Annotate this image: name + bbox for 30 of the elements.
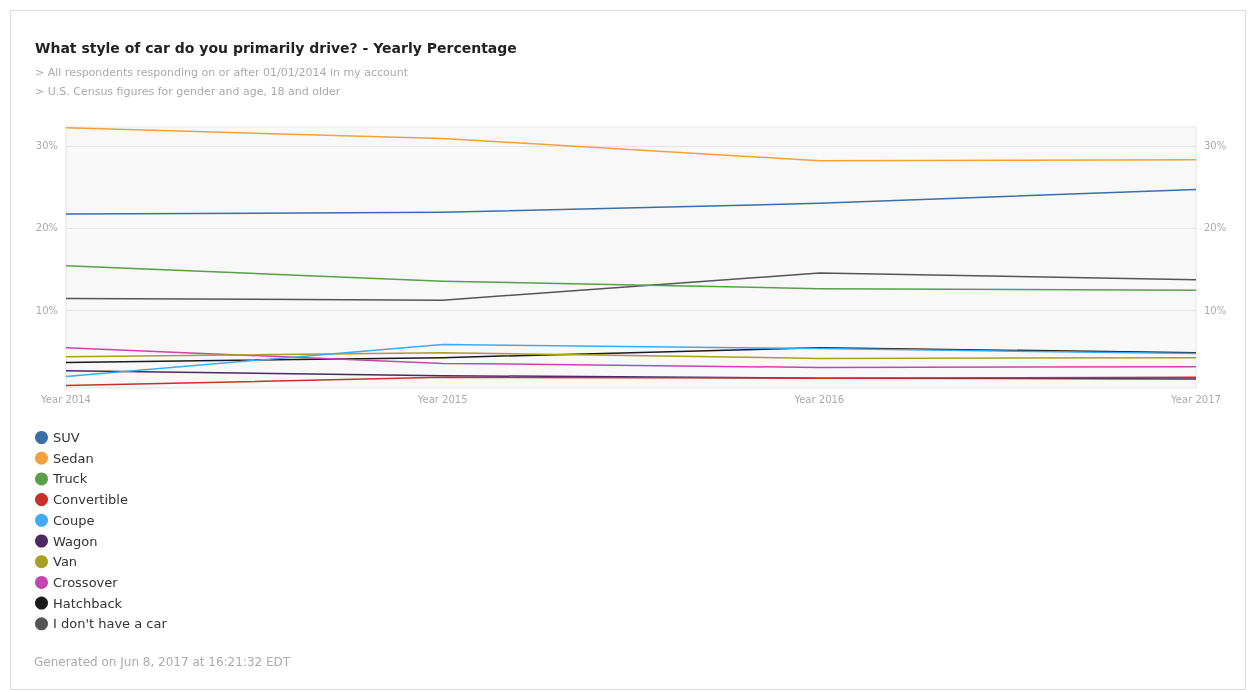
chart-subtitle: > All respondents responding on or after 01/01/2014 in my account > U.S. Census figures for gender and age, 18 and older	[35, 66, 409, 98]
y2-tick-label: 10%	[1204, 304, 1227, 316]
legend-label: I don't have a car	[53, 616, 168, 632]
line-series	[65, 343, 1197, 378]
y2-tick-label: 20%	[1204, 222, 1227, 234]
y-tick-label: 10%	[35, 304, 58, 316]
line-series	[65, 188, 1197, 215]
legend-label: SUV	[53, 430, 80, 445]
legend-label: Wagon	[53, 533, 98, 549]
legend-label: Convertible	[53, 492, 128, 508]
x-tick-label: Year 2015	[416, 393, 468, 405]
line-series	[65, 272, 1197, 301]
y2-tick-label: 30%	[1204, 140, 1227, 152]
legend-label: Van	[53, 554, 78, 570]
chart-title: What style of car do you primarily drive? - Yearly Percentage	[35, 40, 517, 56]
text: Generated on Jun 8, 2017 at 16:21:32 EDT	[34, 655, 291, 669]
legend-label: Sedan	[53, 450, 94, 466]
legend-label: Coupe	[53, 512, 95, 528]
legend-label: Truck	[52, 471, 88, 487]
x-tick-label: Year 2014	[40, 393, 91, 405]
legend-label: Hatchback	[53, 595, 123, 611]
x-tick-label: Year 2017	[1170, 393, 1221, 405]
legend-label: Crossover	[53, 574, 119, 590]
line-series	[65, 127, 1197, 162]
line-series	[65, 347, 1197, 364]
x-tick-label: Year 2016	[793, 393, 845, 405]
line-series	[65, 264, 1197, 292]
line-series	[65, 347, 1197, 369]
y-tick-label: 30%	[35, 140, 58, 152]
y-tick-label: 20%	[35, 222, 58, 234]
